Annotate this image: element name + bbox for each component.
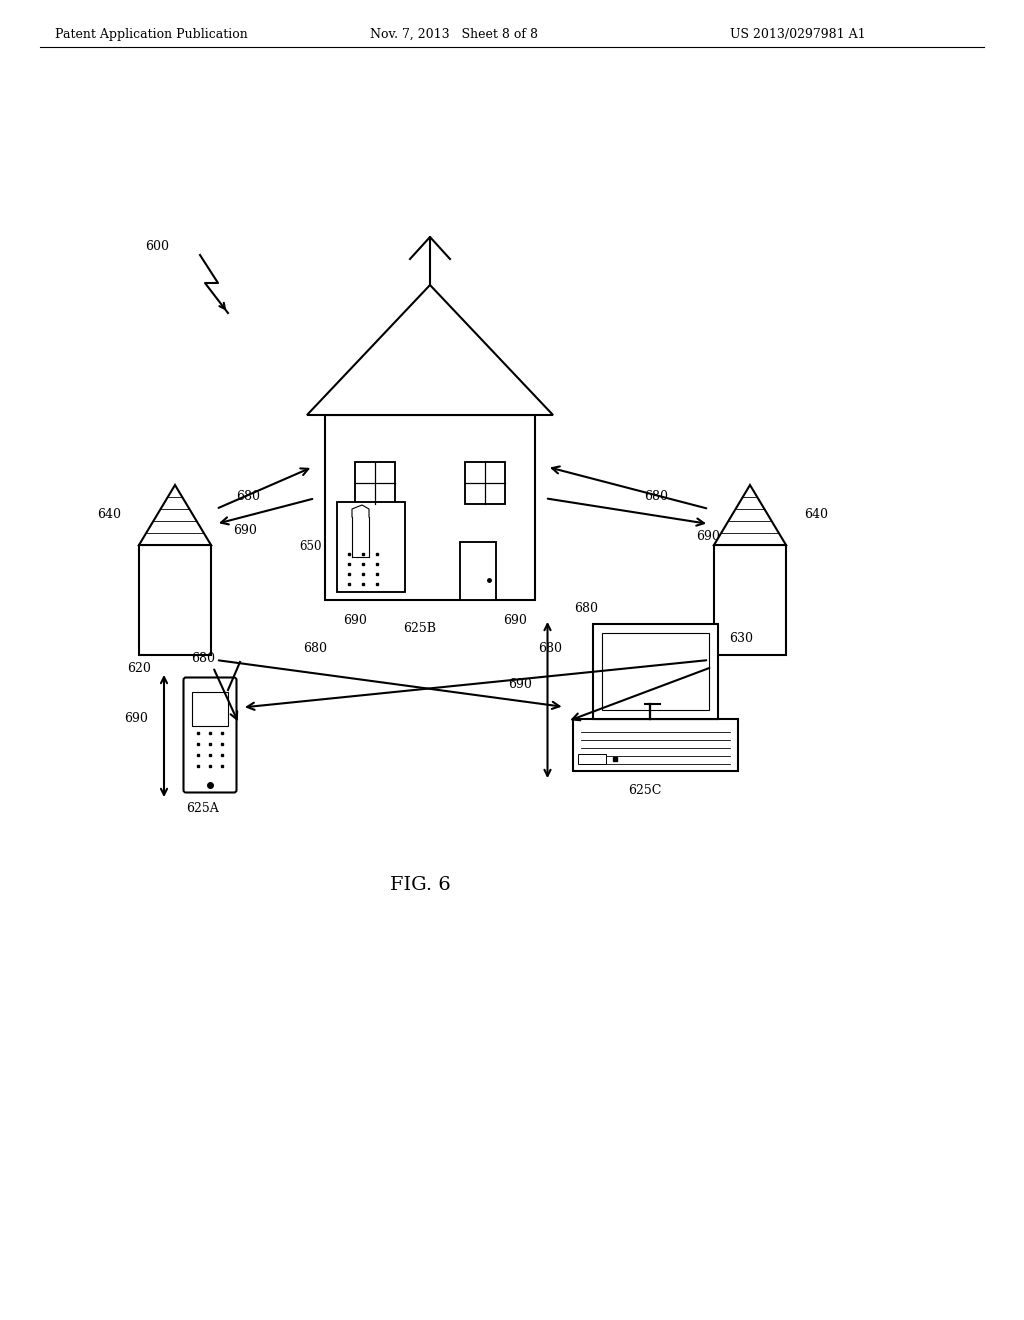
- Text: 625B: 625B: [403, 622, 436, 635]
- Text: Nov. 7, 2013   Sheet 8 of 8: Nov. 7, 2013 Sheet 8 of 8: [370, 28, 538, 41]
- Text: 680: 680: [303, 642, 327, 655]
- Text: 680: 680: [538, 642, 562, 655]
- Bar: [714, 545, 786, 655]
- Text: 680: 680: [574, 602, 598, 615]
- Text: 690: 690: [696, 529, 720, 543]
- Polygon shape: [307, 285, 553, 414]
- Bar: [465, 462, 505, 504]
- Text: 640: 640: [97, 508, 121, 521]
- Text: 620: 620: [127, 661, 151, 675]
- Polygon shape: [714, 484, 786, 545]
- Polygon shape: [139, 484, 211, 545]
- Bar: [325, 414, 535, 601]
- Text: 625C: 625C: [629, 784, 662, 797]
- Text: 680: 680: [644, 491, 668, 503]
- Text: US 2013/0297981 A1: US 2013/0297981 A1: [730, 28, 865, 41]
- Text: 650: 650: [299, 540, 322, 553]
- Text: 690: 690: [503, 614, 527, 627]
- Text: 680: 680: [236, 491, 260, 503]
- Text: 600: 600: [145, 240, 169, 253]
- Bar: [355, 462, 395, 504]
- FancyBboxPatch shape: [183, 677, 237, 792]
- Text: 630: 630: [729, 632, 754, 644]
- Text: 690: 690: [343, 614, 367, 627]
- Bar: [193, 692, 228, 726]
- Text: FIG. 6: FIG. 6: [389, 876, 451, 894]
- Text: Patent Application Publication: Patent Application Publication: [55, 28, 248, 41]
- Bar: [139, 545, 211, 655]
- Text: 680: 680: [191, 652, 215, 664]
- Bar: [572, 719, 737, 771]
- Text: 690: 690: [233, 524, 257, 536]
- Bar: [601, 634, 709, 710]
- Text: 690: 690: [124, 711, 148, 725]
- Text: 690: 690: [509, 677, 532, 690]
- Bar: [579, 754, 606, 764]
- Bar: [337, 502, 406, 591]
- Text: 625A: 625A: [186, 801, 219, 814]
- Text: 640: 640: [804, 508, 828, 521]
- Bar: [593, 624, 718, 719]
- Bar: [460, 543, 496, 601]
